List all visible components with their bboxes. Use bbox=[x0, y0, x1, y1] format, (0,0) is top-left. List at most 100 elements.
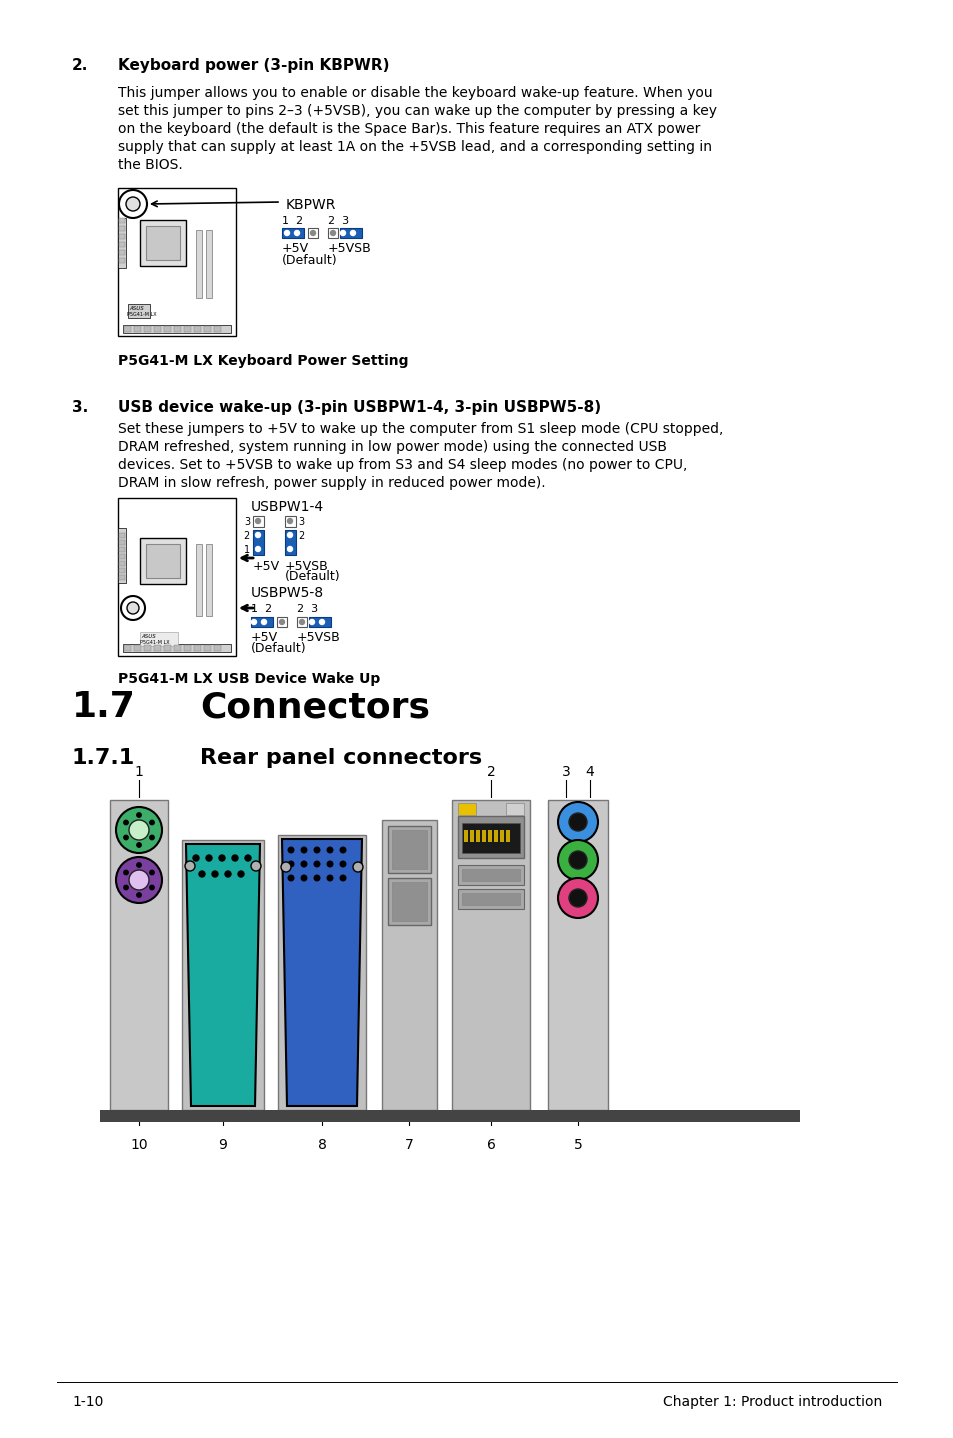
Text: on the keyboard (the default is the Space Bar)s. This feature requires an ATX po: on the keyboard (the default is the Spac… bbox=[118, 122, 700, 137]
Bar bbox=[144, 326, 151, 332]
Text: the BIOS.: the BIOS. bbox=[118, 158, 183, 173]
Text: DRAM in slow refresh, power supply in reduced power mode).: DRAM in slow refresh, power supply in re… bbox=[118, 476, 545, 490]
Bar bbox=[173, 326, 181, 332]
Bar bbox=[140, 631, 178, 646]
Bar bbox=[119, 575, 125, 580]
Circle shape bbox=[558, 840, 598, 880]
Circle shape bbox=[252, 620, 256, 624]
Bar bbox=[128, 303, 150, 318]
Bar bbox=[494, 830, 497, 843]
Circle shape bbox=[150, 820, 154, 825]
Text: 2: 2 bbox=[297, 531, 304, 541]
Circle shape bbox=[255, 532, 260, 538]
Circle shape bbox=[150, 870, 154, 874]
Bar bbox=[282, 229, 304, 239]
Bar bbox=[118, 219, 126, 267]
Text: 2  3: 2 3 bbox=[328, 216, 349, 226]
Text: ASUS: ASUS bbox=[129, 306, 144, 311]
Circle shape bbox=[310, 230, 315, 236]
Text: (Default): (Default) bbox=[285, 569, 340, 582]
Circle shape bbox=[288, 861, 294, 867]
Bar bbox=[461, 893, 519, 905]
Bar bbox=[140, 220, 186, 266]
Bar bbox=[285, 516, 295, 526]
Circle shape bbox=[314, 876, 319, 881]
Circle shape bbox=[136, 812, 141, 817]
Bar bbox=[470, 830, 474, 843]
Bar bbox=[153, 326, 161, 332]
Bar bbox=[392, 881, 427, 920]
Bar bbox=[457, 815, 523, 858]
Bar bbox=[153, 646, 161, 651]
Circle shape bbox=[225, 871, 231, 877]
Bar bbox=[457, 866, 523, 884]
Text: 5: 5 bbox=[573, 1137, 581, 1152]
Circle shape bbox=[116, 807, 162, 853]
Bar bbox=[119, 568, 125, 572]
Bar bbox=[206, 544, 212, 615]
Circle shape bbox=[127, 603, 139, 614]
Circle shape bbox=[150, 886, 154, 890]
Text: devices. Set to +5VSB to wake up from S3 and S4 sleep modes (no power to CPU,: devices. Set to +5VSB to wake up from S3… bbox=[118, 457, 687, 472]
Text: 2: 2 bbox=[244, 531, 250, 541]
Text: 1-10: 1-10 bbox=[71, 1395, 103, 1409]
Text: 3: 3 bbox=[297, 518, 304, 526]
Text: 1  2: 1 2 bbox=[282, 216, 303, 226]
Bar bbox=[296, 617, 307, 627]
Circle shape bbox=[340, 230, 345, 236]
Circle shape bbox=[340, 861, 345, 867]
Bar bbox=[119, 546, 125, 552]
Bar bbox=[204, 646, 211, 651]
Bar bbox=[123, 644, 231, 651]
Bar bbox=[119, 242, 125, 247]
Circle shape bbox=[301, 847, 307, 853]
Text: 3.: 3. bbox=[71, 400, 89, 416]
Bar bbox=[184, 646, 191, 651]
Text: supply that can supply at least 1A on the +5VSB lead, and a corresponding settin: supply that can supply at least 1A on th… bbox=[118, 139, 711, 154]
Bar bbox=[118, 498, 235, 656]
Bar bbox=[119, 234, 125, 239]
Text: (Default): (Default) bbox=[282, 255, 337, 267]
Bar bbox=[193, 646, 201, 651]
Text: 1: 1 bbox=[244, 545, 250, 555]
Circle shape bbox=[124, 835, 128, 840]
Bar bbox=[140, 538, 186, 584]
Circle shape bbox=[287, 546, 293, 552]
Text: 2  3: 2 3 bbox=[296, 604, 317, 614]
Bar bbox=[285, 531, 295, 555]
Circle shape bbox=[255, 546, 260, 552]
Circle shape bbox=[288, 847, 294, 853]
Bar bbox=[251, 617, 273, 627]
Circle shape bbox=[340, 847, 345, 853]
Circle shape bbox=[251, 861, 261, 871]
Text: 3: 3 bbox=[561, 765, 570, 779]
Bar bbox=[276, 617, 287, 627]
Circle shape bbox=[193, 856, 199, 861]
Circle shape bbox=[119, 190, 147, 219]
Bar bbox=[452, 800, 530, 1110]
Bar bbox=[118, 188, 235, 336]
Text: Connectors: Connectors bbox=[200, 690, 430, 723]
Bar bbox=[476, 830, 479, 843]
Bar bbox=[195, 230, 202, 298]
Circle shape bbox=[261, 620, 266, 624]
Bar bbox=[547, 800, 607, 1110]
Bar bbox=[124, 646, 131, 651]
Text: P5G41-M LX USB Device Wake Up: P5G41-M LX USB Device Wake Up bbox=[118, 672, 380, 686]
Circle shape bbox=[294, 230, 299, 236]
Bar bbox=[499, 830, 503, 843]
Polygon shape bbox=[186, 844, 260, 1106]
Bar bbox=[505, 830, 510, 843]
Circle shape bbox=[314, 847, 319, 853]
Bar bbox=[388, 825, 431, 873]
Text: 1: 1 bbox=[134, 765, 143, 779]
Bar bbox=[339, 229, 361, 239]
Circle shape bbox=[129, 870, 149, 890]
Circle shape bbox=[330, 230, 335, 236]
Text: P5G41-M LX: P5G41-M LX bbox=[140, 640, 170, 646]
Circle shape bbox=[327, 861, 333, 867]
Text: 1  2: 1 2 bbox=[251, 604, 272, 614]
Bar bbox=[119, 541, 125, 545]
Circle shape bbox=[327, 876, 333, 881]
Text: +5VSB: +5VSB bbox=[328, 242, 372, 255]
